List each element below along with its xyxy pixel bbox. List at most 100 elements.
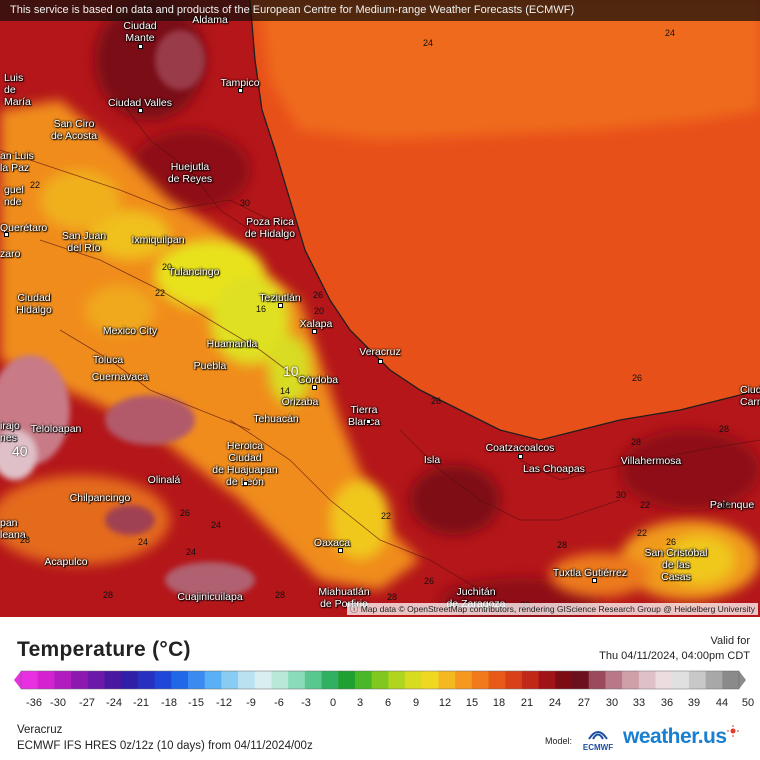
city-label: Tuxtla Gutiérrez: [552, 567, 628, 579]
valid-label: Valid for: [710, 635, 750, 647]
colorbar-tick-label: -30: [50, 697, 66, 709]
city-label: Teloloapan: [30, 423, 82, 435]
colorbar-swatch: [354, 671, 373, 689]
isotherm-label: 24: [423, 38, 434, 48]
colorbar-swatch: [187, 671, 206, 689]
isotherm-label: 26: [666, 537, 677, 547]
colorbar-swatch: [54, 671, 72, 689]
isotherm-label: 24: [665, 28, 676, 38]
city-label: Huamantla: [206, 338, 258, 350]
colorbar-swatch: [605, 671, 623, 689]
colorbar-max-arrow: [739, 671, 746, 689]
isotherm-label: 28: [557, 540, 568, 550]
colorbar-tick-label: 18: [492, 697, 506, 709]
isotherm-label: 16: [256, 304, 267, 314]
colorbar-swatch: [271, 671, 289, 689]
colorbar-swatch: [722, 671, 740, 689]
city-label: CiudadCarme: [740, 384, 760, 408]
legend-panel: Temperature (°C) Valid for Thu 04/11/202…: [0, 617, 760, 760]
isotherm-label: 30: [240, 198, 251, 208]
colorbar-swatch: [37, 671, 55, 689]
colorbar-swatch: [71, 671, 89, 689]
map-attribution[interactable]: ⓘ Map data © OpenStreetMap contributors,…: [346, 603, 758, 615]
city-label: Aldama: [192, 14, 228, 26]
isotherm-label: 28: [387, 592, 398, 602]
city-label: Puebla: [193, 360, 227, 372]
colorbar-tick-label: 30: [605, 697, 619, 709]
colorbar-swatch: [204, 671, 222, 689]
colorbar-tick-label: 33: [632, 697, 646, 709]
city-label: pan leana: [0, 517, 26, 541]
city-marker: [378, 359, 383, 364]
city-marker: [366, 419, 371, 424]
isotherm-label: 22: [381, 511, 392, 521]
colorbar-swatch: [705, 671, 723, 689]
city-label: Tierra Blanca: [347, 404, 381, 428]
city-marker: [243, 481, 248, 486]
city-label: guel nde: [4, 184, 24, 208]
state-borders: [0, 99, 760, 591]
isotherm-label: 30: [720, 500, 731, 510]
colorbar-swatch: [221, 671, 239, 689]
isotherm-label: 40: [12, 443, 28, 459]
colorbar-tick-label: -3: [301, 697, 311, 709]
isotherm-label: 26: [180, 508, 191, 518]
location-name: Veracruz: [17, 724, 63, 736]
colorbar-swatch: [21, 671, 39, 689]
legend-title: Temperature (°C): [17, 638, 191, 661]
colorbar-swatch: [288, 671, 306, 689]
attribution-text: Map data © OpenStreetMap contributors, r…: [360, 604, 755, 614]
city-label: San Cristóbal de las Casas: [644, 547, 708, 583]
isotherm-label: 26: [431, 396, 442, 406]
city-label: Isla: [423, 454, 441, 466]
colorbar-swatch: [505, 671, 523, 689]
temperature-field: [0, 0, 760, 617]
colorbar-tick-label: 50: [741, 697, 755, 709]
colorbar-swatch: [638, 671, 657, 689]
model-run-text: ECMWF IFS HRES 0z/12z (10 days) from 04/…: [17, 740, 313, 752]
city-marker: [338, 548, 343, 553]
city-marker: [278, 303, 283, 308]
city-label: Xalapa: [299, 318, 333, 330]
colorbar-tick-label: 6: [384, 697, 392, 709]
isotherm-label: 24: [211, 520, 222, 530]
colorbar-swatch: [455, 671, 473, 689]
colorbar-tick-label: 3: [356, 697, 364, 709]
city-marker: [138, 108, 143, 113]
colorbar-swatch: [321, 671, 339, 689]
colorbar-tick-label: -12: [216, 697, 232, 709]
city-label: Huejutla de Reyes: [167, 161, 213, 185]
city-label: Chilpancingo: [69, 492, 131, 504]
city-label: Oaxaca: [313, 537, 351, 549]
hot-pockets: [95, 0, 760, 617]
city-label: Querétaro: [0, 222, 48, 234]
colorbar-tick-label: 12: [438, 697, 452, 709]
city-label: Ciudad Hidalgo: [16, 292, 52, 316]
isotherm-label: 20: [314, 306, 325, 316]
sun-icon: [726, 725, 739, 737]
colorbar-tick-label: -18: [161, 697, 177, 709]
colorbar-tick-label: -24: [106, 697, 122, 709]
city-label: Córdoba: [297, 374, 339, 386]
colorbar-swatch: [304, 671, 323, 689]
colorbar-swatch: [87, 671, 105, 689]
city-marker: [312, 385, 317, 390]
colorbar-tick-label: -36: [26, 697, 42, 709]
city-label: Veracruz: [359, 346, 401, 358]
weather-us-logo[interactable]: weather.us: [623, 725, 739, 749]
city-label: Tampico: [220, 77, 260, 89]
isotherm-label: 28: [275, 590, 286, 600]
city-label: Cuernavaca: [91, 371, 149, 383]
colorbar-swatch: [655, 671, 673, 689]
isotherm-label: 26: [313, 290, 324, 300]
temperature-map[interactable]: This service is based on data and produc…: [0, 0, 760, 617]
isotherm-label: 26: [632, 373, 643, 383]
colorbar-tick-label: -6: [274, 697, 284, 709]
city-label: Las Choapas: [523, 463, 585, 475]
ecmwf-logo-text: ECMWF: [582, 743, 614, 752]
colorbar-swatch: [521, 671, 540, 689]
ecmwf-disclaimer-banner: This service is based on data and produc…: [0, 0, 760, 21]
city-label: Villahermosa: [620, 455, 682, 467]
colorbar-tick-label: 27: [577, 697, 591, 709]
colorbar-tick-label: 36: [660, 697, 674, 709]
